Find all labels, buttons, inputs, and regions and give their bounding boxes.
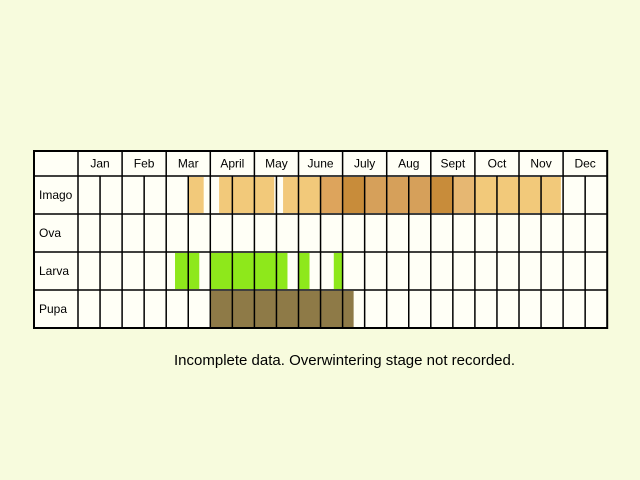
block-larva-1	[210, 253, 288, 289]
month-label-sept: Sept	[441, 157, 466, 171]
footnote: Incomplete data. Overwintering stage not…	[174, 352, 516, 369]
stage-blocks	[175, 177, 561, 327]
stage-label-ova: Ova	[39, 226, 61, 240]
block-imago-3	[320, 177, 343, 213]
block-imago-2	[283, 177, 321, 213]
block-larva-0	[175, 253, 200, 289]
stage-label-larva: Larva	[39, 264, 69, 278]
stage-label-imago: Imago	[39, 188, 73, 202]
block-imago-4	[342, 177, 365, 213]
month-label-mar: Mar	[178, 157, 199, 171]
block-larva-3	[333, 253, 343, 289]
month-label-july: July	[354, 157, 375, 171]
chart-labels: Jan Feb Mar April May June July Aug Sept Oct Nov De…	[39, 157, 596, 317]
grid-lines	[34, 151, 608, 328]
month-label-oct: Oct	[488, 157, 507, 171]
block-imago-1	[219, 177, 275, 213]
block-imago-7	[452, 177, 475, 213]
block-pupa-0	[210, 291, 354, 327]
month-label-jan: Jan	[90, 157, 109, 171]
block-imago-5	[364, 177, 431, 213]
month-label-april: April	[220, 157, 244, 171]
stage-label-pupa: Pupa	[39, 302, 67, 316]
month-label-dec: Dec	[574, 157, 595, 171]
month-label-aug: Aug	[398, 157, 419, 171]
month-label-feb: Feb	[134, 157, 155, 171]
block-imago-0	[188, 177, 204, 213]
block-imago-6	[430, 177, 453, 213]
block-larva-2	[298, 253, 310, 289]
block-imago-8	[474, 177, 561, 213]
month-label-may: May	[265, 157, 288, 171]
month-label-june: June	[308, 157, 334, 171]
month-label-nov: Nov	[530, 157, 551, 171]
